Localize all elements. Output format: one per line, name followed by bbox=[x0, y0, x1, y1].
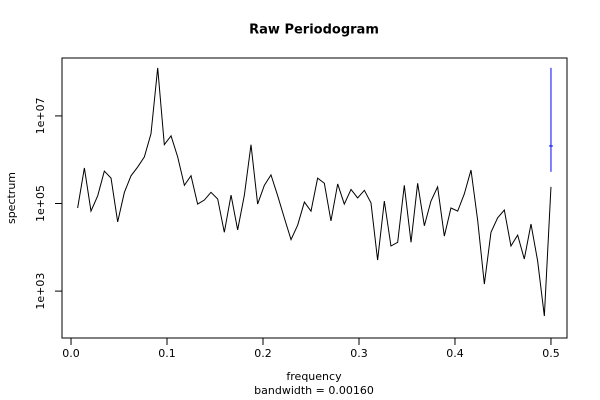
x-tick-label: 0.0 bbox=[62, 347, 80, 360]
x-tick-label: 0.5 bbox=[542, 347, 560, 360]
chart-title: Raw Periodogram bbox=[249, 23, 379, 38]
y-tick-label: 1e+05 bbox=[34, 185, 47, 222]
y-tick-label: 1e+03 bbox=[34, 273, 47, 310]
subtitle: bandwidth = 0.00160 bbox=[254, 384, 374, 397]
spectrum-line bbox=[77, 67, 552, 317]
x-tick-label: 0.3 bbox=[350, 347, 368, 360]
x-tick-label: 0.2 bbox=[254, 347, 272, 360]
y-tick-label: 1e+07 bbox=[34, 97, 47, 134]
y-axis-label: spectrum bbox=[5, 172, 18, 224]
plot-frame bbox=[61, 57, 568, 339]
x-axis-label: frequency bbox=[286, 370, 342, 383]
x-tick-label: 0.4 bbox=[446, 347, 464, 360]
x-tick-label: 0.1 bbox=[158, 347, 176, 360]
